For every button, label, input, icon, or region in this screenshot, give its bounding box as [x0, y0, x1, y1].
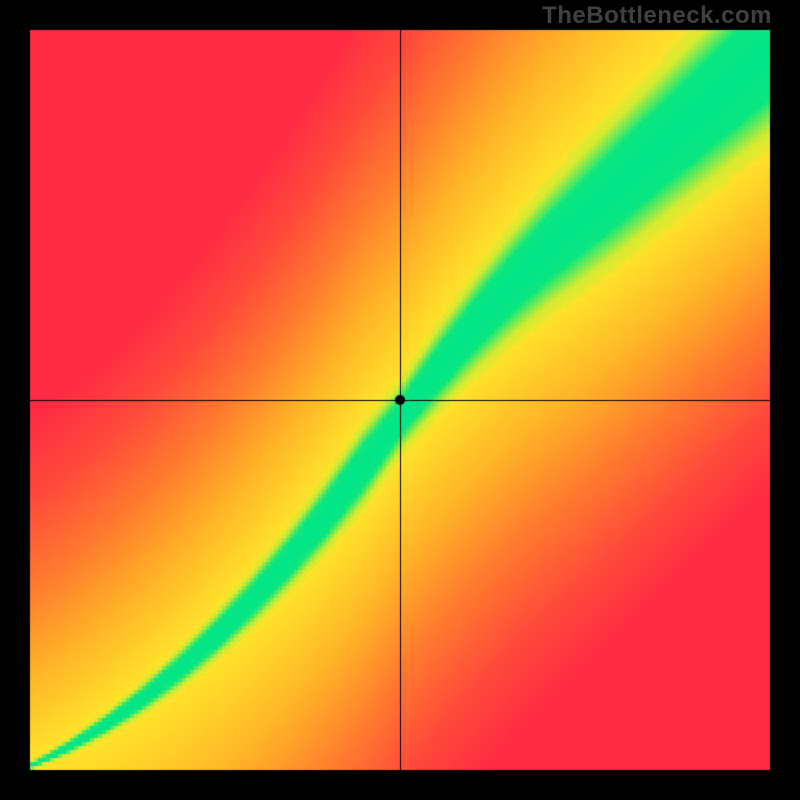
chart-container: TheBottleneck.com	[0, 0, 800, 800]
watermark-text: TheBottleneck.com	[542, 2, 772, 30]
bottleneck-heatmap	[0, 0, 800, 800]
